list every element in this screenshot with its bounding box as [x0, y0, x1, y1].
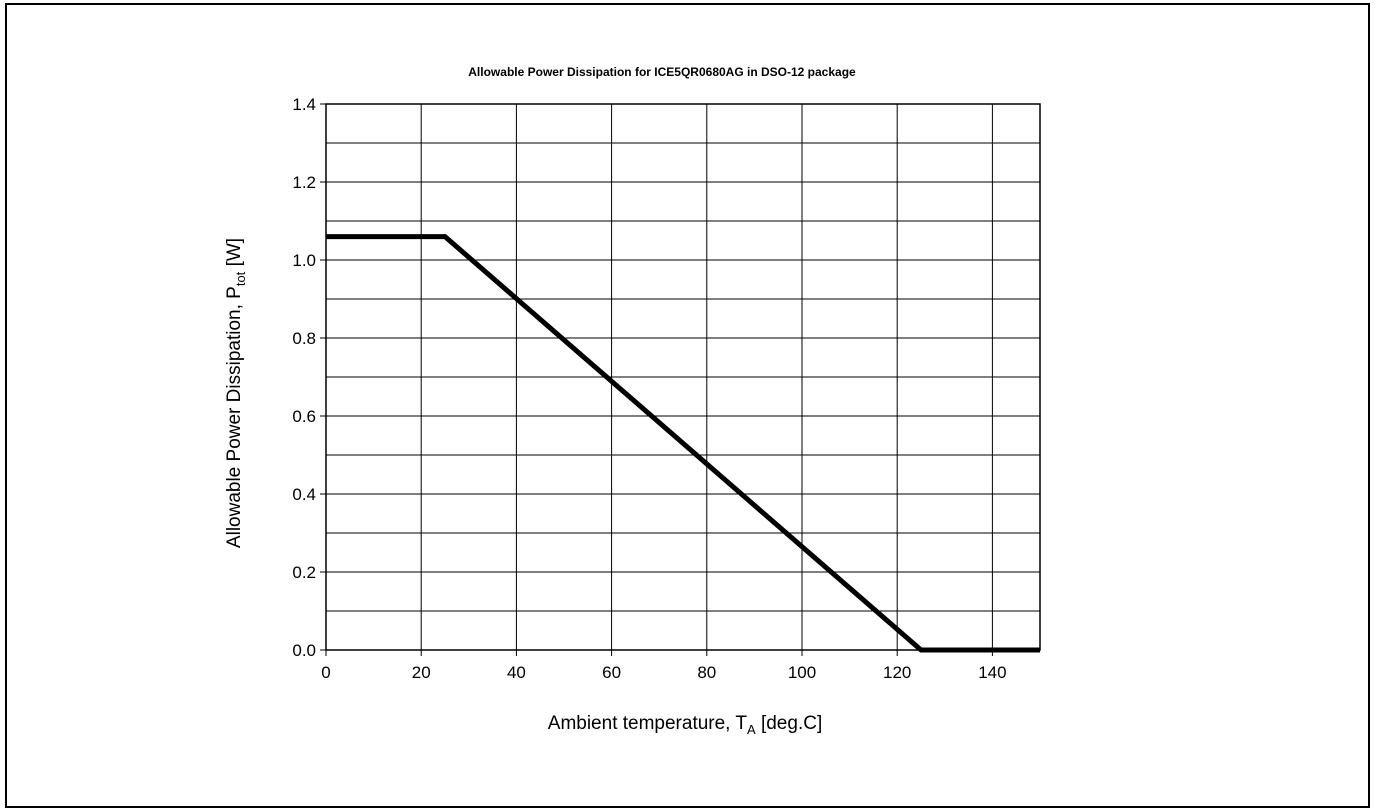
y-axis: 0.0 0.2 0.4 0.6 0.8 1.0 1.2 1.4 — [292, 95, 326, 660]
y-tick-label: 0.6 — [292, 407, 316, 426]
chart-title: Allowable Power Dissipation for ICE5QR06… — [468, 65, 856, 79]
x-tick-label: 100 — [788, 663, 816, 682]
y-tick-label: 0.2 — [292, 563, 316, 582]
figure-frame — [5, 3, 1370, 808]
x-tick-label: 20 — [412, 663, 431, 682]
x-tick-label: 60 — [602, 663, 621, 682]
y-tick-label: 0.4 — [292, 485, 316, 504]
y-tick-label: 1.4 — [292, 95, 316, 114]
series-line — [326, 234, 1040, 653]
x-tick-label: 120 — [883, 663, 911, 682]
x-tick-label: 40 — [507, 663, 526, 682]
y-tick-label: 0.8 — [292, 329, 316, 348]
x-tick-label: 0 — [321, 663, 330, 682]
x-tick-label: 140 — [978, 663, 1006, 682]
x-axis: 0 20 40 60 80 100 120 140 — [321, 650, 1007, 682]
grid — [326, 104, 1040, 650]
y-tick-label: 1.0 — [292, 251, 316, 270]
x-tick-label: 80 — [697, 663, 716, 682]
plot-area — [325, 103, 1041, 651]
y-tick-label: 0.0 — [292, 641, 316, 660]
x-axis-label: Ambient temperature, TA [deg.C] — [548, 713, 822, 737]
y-tick-label: 1.2 — [292, 173, 316, 192]
y-axis-label: Allowable Power Dissipation, Ptot [W] — [224, 238, 248, 548]
